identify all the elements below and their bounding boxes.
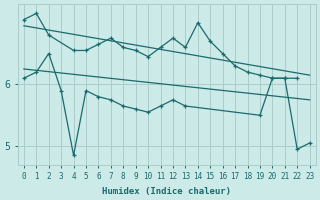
X-axis label: Humidex (Indice chaleur): Humidex (Indice chaleur): [102, 187, 231, 196]
